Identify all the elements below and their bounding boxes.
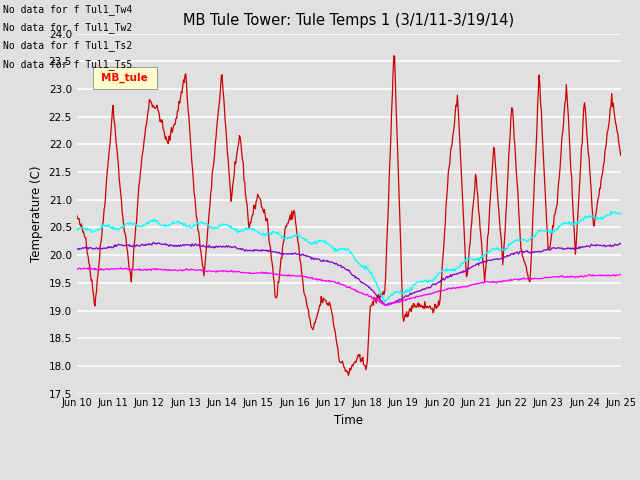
Y-axis label: Temperature (C): Temperature (C) <box>30 165 43 262</box>
Title: MB Tule Tower: Tule Temps 1 (3/1/11-3/19/14): MB Tule Tower: Tule Temps 1 (3/1/11-3/19… <box>183 13 515 28</box>
Text: No data for f Tul1_Tw4: No data for f Tul1_Tw4 <box>3 4 132 15</box>
Text: No data for f Tul1_Ts5: No data for f Tul1_Ts5 <box>3 59 132 70</box>
Legend: Tul1_Tw+10cm, Tul1_Ts-8cm, Tul1_Ts-16cm, Tul1_Ts-32cm: Tul1_Tw+10cm, Tul1_Ts-8cm, Tul1_Ts-16cm,… <box>118 476 580 480</box>
Text: No data for f Tul1_Ts2: No data for f Tul1_Ts2 <box>3 40 132 51</box>
Text: No data for f Tul1_Tw2: No data for f Tul1_Tw2 <box>3 22 132 33</box>
Text: MB_tule: MB_tule <box>101 73 148 83</box>
X-axis label: Time: Time <box>334 414 364 427</box>
